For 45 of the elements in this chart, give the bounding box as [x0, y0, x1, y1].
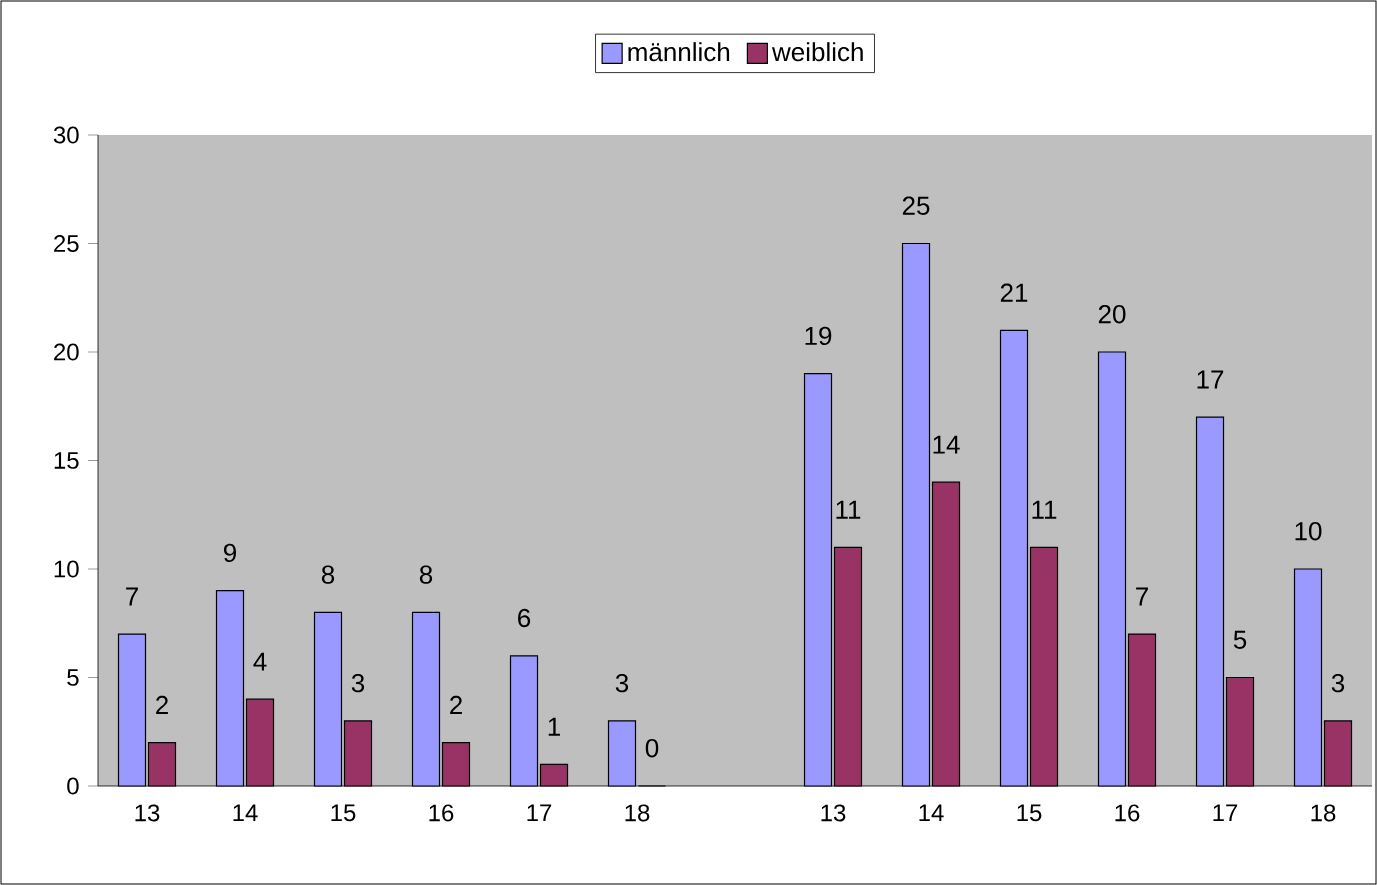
y-tick-label: 5 — [67, 669, 79, 686]
x-tick-label: 15 — [1017, 804, 1042, 822]
data-label: 5 — [1233, 630, 1247, 649]
data-label: 17 — [1197, 370, 1224, 389]
data-label: 6 — [518, 608, 531, 628]
data-label: 20 — [1098, 304, 1126, 324]
x-tick-label: 16 — [429, 804, 454, 822]
data-label: 2 — [450, 695, 462, 714]
x-tick-label: 14 — [919, 804, 944, 821]
data-label: 7 — [1136, 587, 1148, 606]
y-tick-label: 15 — [54, 452, 79, 469]
data-label: 7 — [126, 587, 138, 606]
data-label: 11 — [836, 500, 861, 519]
data-label: 11 — [1032, 500, 1057, 519]
x-tick-label: 18 — [625, 804, 650, 822]
data-label: 3 — [1331, 673, 1345, 693]
y-tick-label: 30 — [53, 126, 79, 144]
x-tick-label: 15 — [331, 804, 356, 822]
data-label: 10 — [1295, 521, 1322, 541]
x-tick-label: 17 — [1213, 804, 1238, 821]
y-tick-label: 25 — [54, 235, 79, 252]
x-tick-label: 16 — [1115, 804, 1140, 822]
x-tick-label: 17 — [527, 804, 552, 821]
data-label: 21 — [1000, 283, 1028, 302]
data-label: 0 — [645, 738, 659, 758]
legend-label: weiblich — [771, 42, 863, 62]
y-tick-label: 20 — [54, 343, 79, 361]
y-tick-label: 10 — [54, 560, 79, 578]
data-label: 3 — [615, 673, 629, 693]
x-tick-label: 13 — [821, 804, 846, 822]
legend-label: männlich — [628, 42, 730, 62]
data-label: 8 — [321, 565, 335, 584]
data-label: 14 — [933, 435, 960, 454]
data-label: 3 — [351, 673, 365, 693]
data-label: 2 — [156, 695, 168, 714]
x-tick-label: 14 — [233, 804, 258, 821]
data-label: 25 — [902, 196, 930, 215]
data-label: 1 — [548, 717, 560, 736]
x-tick-label: 18 — [1311, 804, 1336, 822]
data-label: 4 — [253, 652, 267, 671]
data-label: 9 — [224, 543, 237, 563]
data-label: 19 — [805, 326, 832, 346]
y-tick-label: 0 — [67, 777, 79, 795]
x-tick-label: 13 — [135, 804, 160, 822]
data-label: 8 — [419, 565, 433, 584]
